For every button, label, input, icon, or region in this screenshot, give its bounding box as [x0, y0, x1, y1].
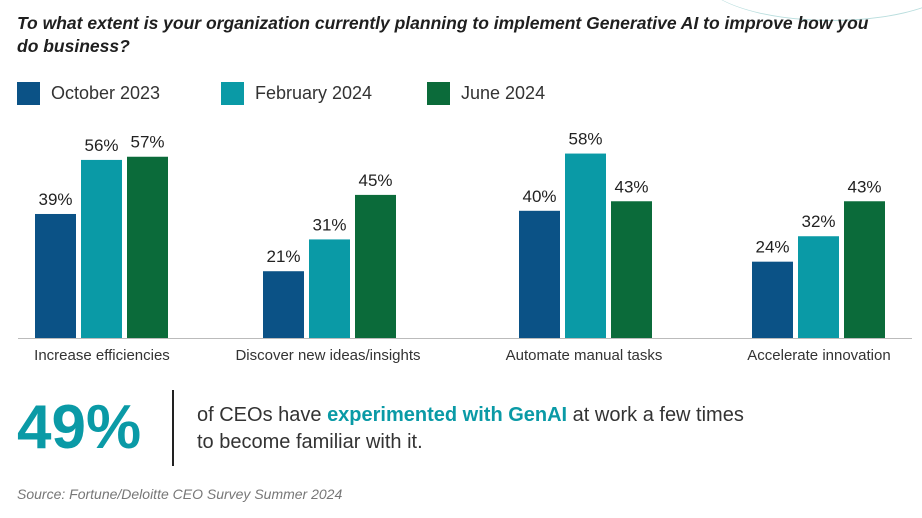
chart-title: To what extent is your organization curr…: [17, 13, 869, 56]
bar: [35, 213, 76, 338]
bar-data-label: 56%: [84, 136, 118, 155]
callout-text: of CEOs have experimented with GenAI at …: [197, 402, 757, 456]
legend-swatch: [221, 82, 244, 105]
x-tick-label: Increase efficiencies: [34, 347, 170, 364]
bar: [752, 261, 793, 338]
callout-stat: 49%: [17, 393, 142, 462]
decorative-arc: [701, 0, 922, 21]
bar-data-label: 58%: [568, 130, 602, 149]
x-tick-label: Accelerate innovation: [747, 347, 890, 364]
bar: [844, 201, 885, 338]
callout-text-before: of CEOs have: [197, 404, 328, 426]
bar-data-label: 45%: [358, 171, 392, 190]
bar-data-label: 21%: [266, 247, 300, 266]
bar: [81, 159, 122, 338]
bar: [127, 156, 168, 338]
bar-data-label: 39%: [38, 190, 72, 209]
legend-swatch: [17, 82, 40, 105]
legend-label: June 2024: [461, 83, 546, 103]
callout-text-after: at work a few times to become familiar w…: [197, 404, 744, 453]
bar-data-label: 43%: [614, 177, 648, 196]
bar: [355, 194, 396, 338]
source-note: Source: Fortune/Deloitte CEO Survey Summ…: [17, 486, 343, 502]
bar: [519, 210, 560, 338]
bar: [565, 153, 606, 338]
callout-divider: [172, 390, 174, 466]
bar-data-label: 43%: [847, 177, 881, 196]
bar-data-label: 31%: [312, 215, 346, 234]
x-tick-label: Automate manual tasks: [506, 347, 663, 364]
bar-data-label: 24%: [755, 238, 789, 257]
bar-data-label: 57%: [130, 133, 164, 152]
bar: [263, 271, 304, 338]
legend-label: February 2024: [255, 83, 373, 103]
bar: [309, 239, 350, 338]
bar-data-label: 40%: [522, 187, 556, 206]
x-tick-label: Discover new ideas/insights: [235, 347, 420, 364]
bar-chart: 39% 56% 57% Increase efficiencies 21% 31% 45% D…: [18, 130, 912, 364]
bar: [611, 201, 652, 338]
legend-label: October 2023: [51, 83, 161, 103]
callout-highlight: experimented with GenAI: [327, 404, 568, 426]
bar: [798, 236, 839, 338]
bar-data-label: 32%: [801, 212, 835, 231]
legend-swatch: [427, 82, 450, 105]
